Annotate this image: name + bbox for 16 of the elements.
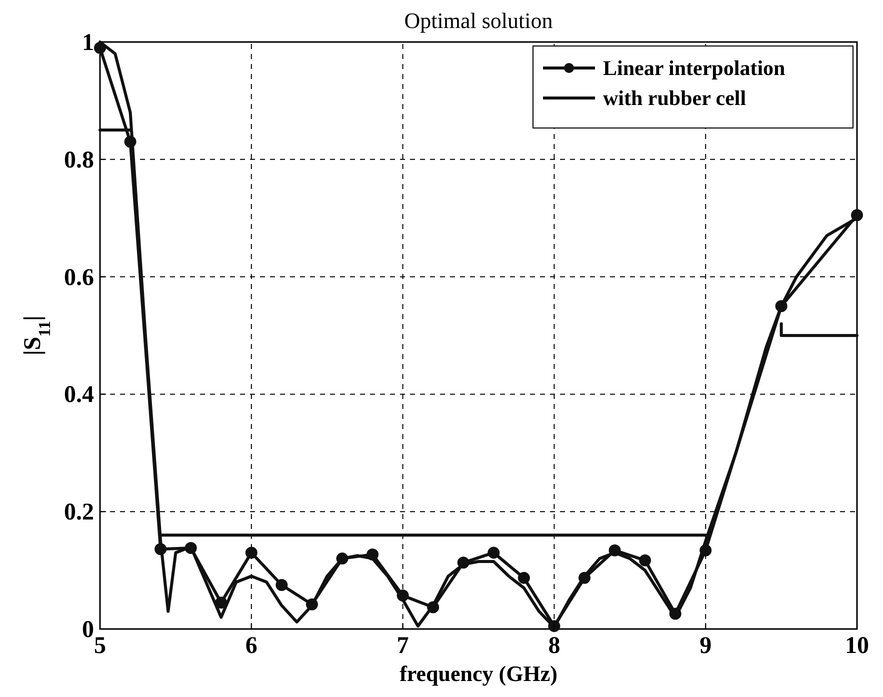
y-tick-label: 0 [82,617,94,643]
x-tick-label: 9 [700,633,712,659]
x-tick-label: 5 [94,633,106,659]
y-tick-label: 0.4 [64,382,94,408]
x-tick-label: 7 [396,633,409,659]
y-tick-label: 1 [82,30,94,56]
y-tick-label: 0.2 [64,500,94,526]
y-tick-label: 0.8 [64,147,94,174]
x-tick-label: 8 [548,633,560,659]
legend-label: Linear interpolation [603,56,786,80]
x-tick-label: 10 [845,633,869,659]
chart-title: Optimal solution [404,8,553,33]
x-tick-label: 6 [245,633,258,659]
y-tick-label: 0.6 [64,264,94,291]
legend-label: with rubber cell [603,86,746,110]
x-axis-title: frequency (GHz) [400,661,558,686]
